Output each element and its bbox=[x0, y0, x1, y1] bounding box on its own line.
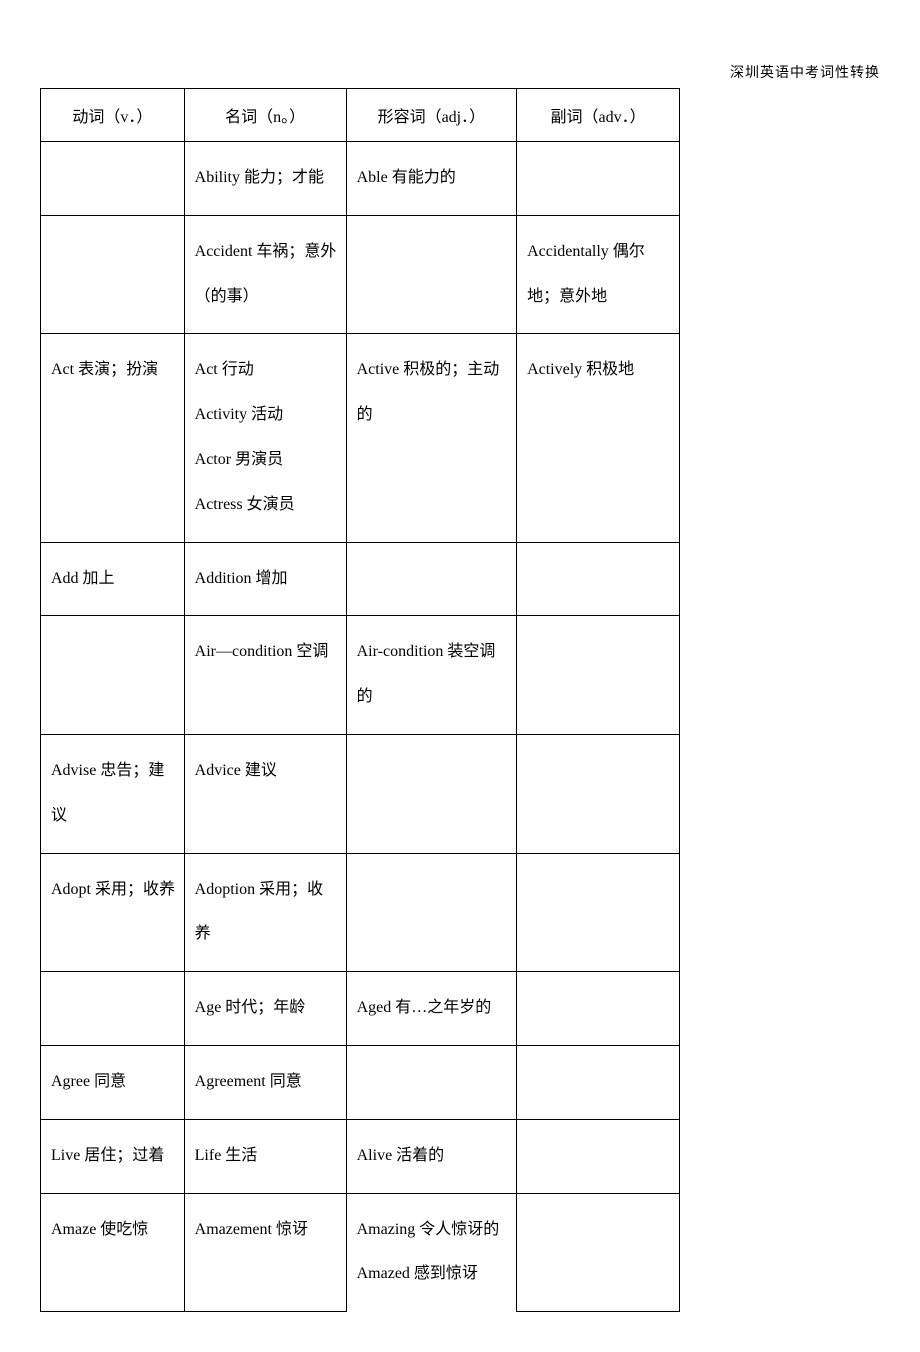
cell-adv bbox=[517, 1119, 680, 1193]
cell-verb: Advise 忠告；建议 bbox=[41, 734, 185, 853]
cell-adv bbox=[517, 1045, 680, 1119]
cell-noun: Agreement 同意 bbox=[184, 1045, 346, 1119]
cell-verb bbox=[41, 616, 185, 735]
header-adv: 副词（adv．） bbox=[517, 89, 680, 142]
side-label: 深圳英语中考词性转换 bbox=[730, 62, 880, 82]
cell-adj: Able 有能力的 bbox=[346, 142, 516, 216]
cell-noun: Act 行动Activity 活动Actor 男演员Actress 女演员 bbox=[184, 334, 346, 542]
cell-noun: Adoption 采用；收养 bbox=[184, 853, 346, 972]
cell-verb: Agree 同意 bbox=[41, 1045, 185, 1119]
cell-verb: Adopt 采用；收养 bbox=[41, 853, 185, 972]
cell-adj bbox=[346, 853, 516, 972]
cell-noun: Age 时代；年龄 bbox=[184, 972, 346, 1046]
cell-adj bbox=[346, 215, 516, 334]
cell-adv: Actively 积极地 bbox=[517, 334, 680, 542]
cell-adv: Accidentally 偶尔地；意外地 bbox=[517, 215, 680, 334]
cell-adj bbox=[346, 734, 516, 853]
table-row: Advise 忠告；建议 Advice 建议 bbox=[41, 734, 680, 853]
cell-adj bbox=[346, 542, 516, 616]
cell-verb bbox=[41, 215, 185, 334]
cell-adv bbox=[517, 542, 680, 616]
table-row: Ability 能力；才能 Able 有能力的 bbox=[41, 142, 680, 216]
cell-adj: Active 积极的；主动的 bbox=[346, 334, 516, 542]
page: 深圳英语中考词性转换 动词（v．） 名词（n。） 形容词（adj．） 副词（ad… bbox=[0, 0, 920, 1352]
header-adj: 形容词（adj．） bbox=[346, 89, 516, 142]
table-row: Act 表演；扮演 Act 行动Activity 活动Actor 男演员Actr… bbox=[41, 334, 680, 542]
cell-verb: Amaze 使吃惊 bbox=[41, 1193, 185, 1311]
cell-noun: Life 生活 bbox=[184, 1119, 346, 1193]
table-row: Agree 同意 Agreement 同意 bbox=[41, 1045, 680, 1119]
cell-verb: Add 加上 bbox=[41, 542, 185, 616]
cell-noun: Advice 建议 bbox=[184, 734, 346, 853]
table-row: Live 居住；过着 Life 生活 Alive 活着的 bbox=[41, 1119, 680, 1193]
cell-adj: Air-condition 装空调的 bbox=[346, 616, 516, 735]
cell-noun: Amazement 惊讶 bbox=[184, 1193, 346, 1311]
cell-adv bbox=[517, 1193, 680, 1311]
cell-adv bbox=[517, 734, 680, 853]
table-row: Accident 车祸；意外（的事） Accidentally 偶尔地；意外地 bbox=[41, 215, 680, 334]
cell-adv bbox=[517, 616, 680, 735]
cell-adv bbox=[517, 972, 680, 1046]
table-row: Age 时代；年龄 Aged 有…之年岁的 bbox=[41, 972, 680, 1046]
cell-adj: Amazing 令人惊讶的Amazed 感到惊讶 bbox=[346, 1193, 516, 1311]
cell-adv bbox=[517, 853, 680, 972]
cell-adv bbox=[517, 142, 680, 216]
cell-verb: Live 居住；过着 bbox=[41, 1119, 185, 1193]
cell-noun: Air—condition 空调 bbox=[184, 616, 346, 735]
cell-verb bbox=[41, 142, 185, 216]
cell-noun: Addition 增加 bbox=[184, 542, 346, 616]
header-verb: 动词（v．） bbox=[41, 89, 185, 142]
cell-adj: Aged 有…之年岁的 bbox=[346, 972, 516, 1046]
table-row: Add 加上 Addition 增加 bbox=[41, 542, 680, 616]
table-row: Adopt 采用；收养 Adoption 采用；收养 bbox=[41, 853, 680, 972]
header-noun: 名词（n。） bbox=[184, 89, 346, 142]
cell-noun: Accident 车祸；意外（的事） bbox=[184, 215, 346, 334]
table-row: Amaze 使吃惊 Amazement 惊讶 Amazing 令人惊讶的Amaz… bbox=[41, 1193, 680, 1311]
cell-adj: Alive 活着的 bbox=[346, 1119, 516, 1193]
cell-verb bbox=[41, 972, 185, 1046]
cell-noun: Ability 能力；才能 bbox=[184, 142, 346, 216]
table-header-row: 动词（v．） 名词（n。） 形容词（adj．） 副词（adv．） bbox=[41, 89, 680, 142]
table-row: Air—condition 空调 Air-condition 装空调的 bbox=[41, 616, 680, 735]
cell-verb: Act 表演；扮演 bbox=[41, 334, 185, 542]
vocab-table: 动词（v．） 名词（n。） 形容词（adj．） 副词（adv．） Ability… bbox=[40, 88, 680, 1312]
cell-adj bbox=[346, 1045, 516, 1119]
